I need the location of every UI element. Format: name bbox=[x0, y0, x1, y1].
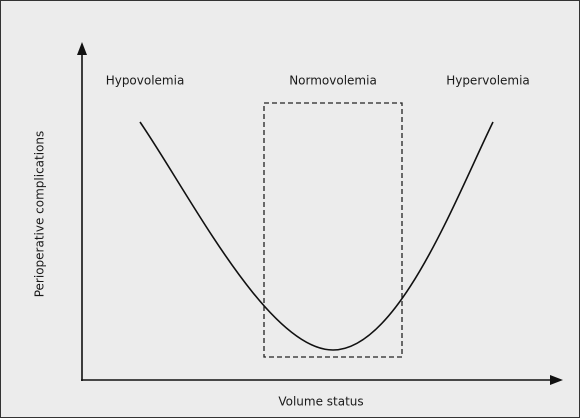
region-label: Normovolemia bbox=[289, 74, 377, 88]
complication-curve bbox=[139, 121, 494, 351]
x-axis-arrow bbox=[550, 375, 563, 385]
normovolemia-box bbox=[263, 102, 403, 358]
region-label: Hypovolemia bbox=[106, 74, 185, 88]
region-label: Hypervolemia bbox=[446, 74, 530, 88]
y-axis-label: Perioperative complications bbox=[33, 131, 47, 298]
x-axis-label: Volume status bbox=[278, 395, 363, 409]
y-axis-arrow bbox=[77, 42, 87, 55]
